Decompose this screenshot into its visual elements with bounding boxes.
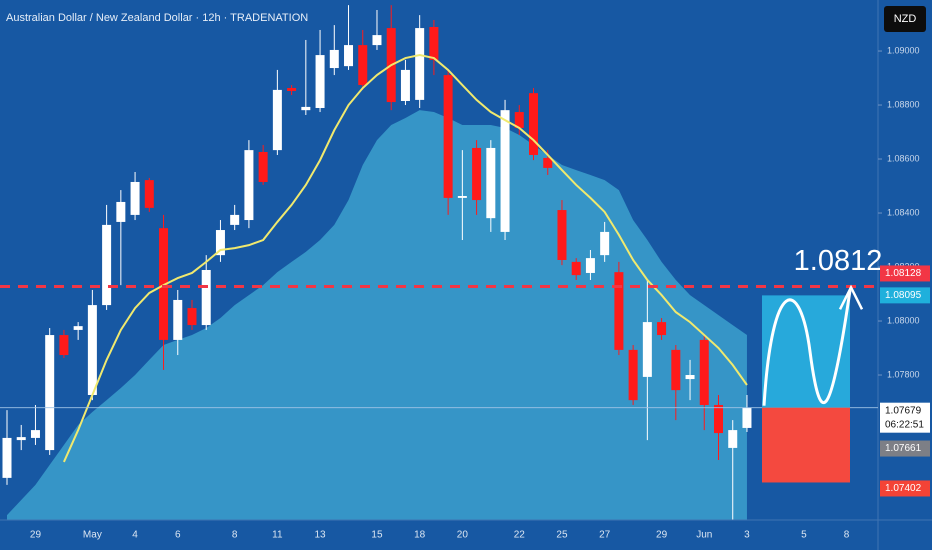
price-label: 1.07679 bbox=[885, 405, 922, 416]
x-tick-label: 20 bbox=[457, 530, 469, 541]
candle-body bbox=[571, 261, 581, 276]
x-tick-label: 22 bbox=[514, 530, 526, 541]
candle-body bbox=[614, 272, 624, 350]
countdown-label: 06:22:51 bbox=[885, 419, 924, 430]
candle-body bbox=[244, 150, 254, 221]
currency-button[interactable] bbox=[884, 6, 926, 32]
candle-body bbox=[2, 437, 12, 478]
plot bbox=[2, 5, 752, 520]
price-label-bg bbox=[880, 287, 930, 304]
y-tick-label: 1.07800 bbox=[887, 369, 920, 379]
x-tick-label: 8 bbox=[844, 530, 850, 541]
candle-body bbox=[514, 112, 524, 128]
candle-body bbox=[329, 49, 339, 69]
candle-body bbox=[258, 152, 268, 182]
candle-body bbox=[557, 210, 567, 260]
x-tick-label: 15 bbox=[371, 530, 383, 541]
candle-body bbox=[443, 75, 453, 198]
price-label: 1.07402 bbox=[885, 483, 922, 494]
x-tick-label: 29 bbox=[30, 530, 42, 541]
candle-body bbox=[500, 110, 510, 232]
candle-body bbox=[130, 181, 140, 215]
candle-body bbox=[714, 404, 723, 434]
stop-zone bbox=[762, 407, 850, 483]
x-tick-label: 27 bbox=[599, 530, 611, 541]
candle-body bbox=[472, 147, 482, 201]
candle-body bbox=[87, 305, 97, 395]
y-tick-label: 1.09000 bbox=[887, 45, 920, 55]
x-tick-label: 29 bbox=[656, 530, 668, 541]
candle-body bbox=[400, 69, 410, 101]
x-tick-label: 6 bbox=[175, 530, 181, 541]
x-tick-label: 5 bbox=[801, 530, 807, 541]
candle-body bbox=[685, 375, 695, 380]
chart-title: Australian Dollar / New Zealand Dollar ·… bbox=[6, 12, 308, 24]
candle-body bbox=[287, 88, 297, 91]
candle-body bbox=[45, 335, 55, 451]
target-zone bbox=[762, 295, 850, 408]
price-label-bg bbox=[880, 480, 930, 497]
candle-body bbox=[486, 147, 496, 219]
currency-label: NZD bbox=[894, 13, 917, 25]
candle-body bbox=[201, 269, 211, 326]
candle-body bbox=[230, 214, 240, 225]
x-tick-label: May bbox=[83, 530, 102, 541]
candle-body bbox=[344, 45, 354, 67]
candle-body bbox=[600, 231, 610, 256]
candle-body bbox=[415, 28, 425, 100]
candle-body bbox=[358, 45, 368, 86]
price-label-bg bbox=[880, 440, 930, 457]
candle-body bbox=[215, 230, 225, 256]
candle-body bbox=[144, 180, 154, 208]
y-tick-label: 1.08600 bbox=[887, 153, 920, 163]
price-label-bg bbox=[880, 265, 930, 282]
candle-body bbox=[173, 299, 183, 340]
x-tick-label: 18 bbox=[414, 530, 426, 541]
price-label-bg bbox=[880, 402, 930, 433]
candle-body bbox=[585, 258, 595, 273]
candle-body bbox=[30, 430, 40, 438]
candle-body bbox=[529, 93, 539, 155]
candle-body bbox=[315, 55, 325, 108]
candle-body bbox=[642, 322, 652, 377]
candle-body bbox=[457, 196, 467, 198]
candle-body bbox=[187, 308, 197, 326]
y-tick-label: 1.08800 bbox=[887, 99, 920, 109]
candle-body bbox=[657, 322, 667, 336]
price-label: 1.08095 bbox=[885, 290, 922, 301]
forecast-arrow bbox=[838, 284, 864, 310]
x-tick-label: 11 bbox=[272, 530, 283, 541]
x-tick-label: 8 bbox=[232, 530, 238, 541]
candle-body bbox=[699, 339, 709, 405]
ema-line bbox=[63, 54, 748, 463]
x-tick-label: 3 bbox=[744, 530, 750, 541]
candle-body bbox=[742, 407, 752, 428]
candle-body bbox=[671, 349, 681, 391]
candle-body bbox=[628, 349, 638, 401]
y-tick-label: 1.08400 bbox=[887, 207, 920, 217]
x-tick-label: 13 bbox=[314, 530, 326, 541]
price-label: 1.07661 bbox=[885, 443, 922, 454]
x-tick-label: Jun bbox=[696, 530, 712, 541]
candle-body bbox=[272, 89, 282, 151]
price-label: 1.08128 bbox=[885, 268, 922, 279]
candle-body bbox=[73, 326, 83, 330]
candle-body bbox=[543, 157, 553, 168]
x-tick-label: 25 bbox=[556, 530, 568, 541]
y-tick-label: 1.08000 bbox=[887, 315, 920, 325]
candle-body bbox=[116, 201, 126, 222]
candle-body bbox=[372, 35, 382, 46]
candle-body bbox=[102, 224, 112, 306]
candle-body bbox=[16, 437, 26, 441]
candle-body bbox=[59, 335, 69, 356]
forecast-curve bbox=[762, 290, 852, 406]
x-tick-label: 4 bbox=[132, 530, 138, 541]
target-annotation: 1.0812 bbox=[794, 245, 883, 277]
candle-body bbox=[301, 106, 311, 111]
candle-body bbox=[429, 26, 439, 60]
candle-body bbox=[728, 430, 738, 448]
